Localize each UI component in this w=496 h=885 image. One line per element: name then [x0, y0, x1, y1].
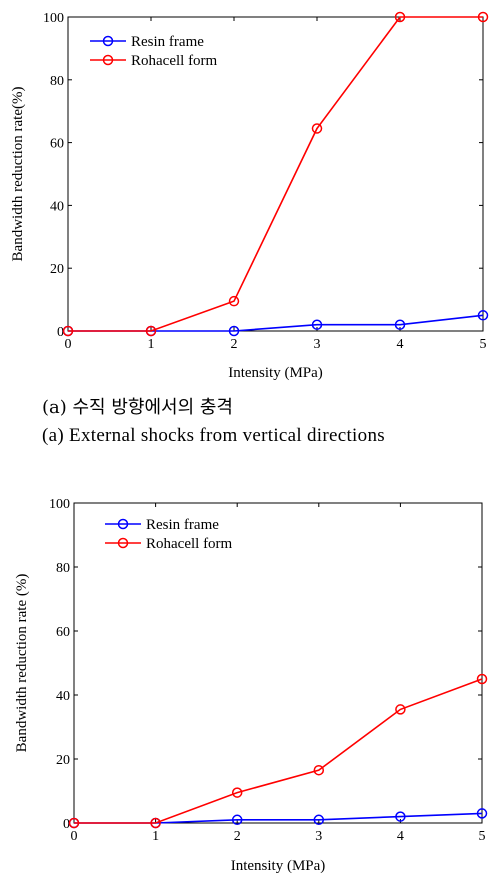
x-tick-label: 3: [315, 829, 322, 844]
y-tick-label: 80: [56, 561, 70, 576]
y-tick-label: 60: [56, 625, 70, 640]
legend-marker-resin-frame: [117, 518, 129, 530]
legend-label-rohacell-form: Rohacell form: [146, 536, 233, 552]
data-point-rohacell-form: [150, 817, 161, 829]
data-point-rohacell-form: [62, 325, 74, 337]
data-point-rohacell-form: [145, 325, 157, 337]
y-tick-label: 100: [43, 11, 64, 26]
series-line-resin-frame: [74, 812, 483, 824]
x-tick-label: 4: [397, 829, 404, 844]
data-point-resin-frame: [228, 325, 240, 337]
x-axis-label: Intensity (MPa): [228, 365, 323, 381]
y-axis-label: Bandwidth reduction rate (%): [14, 574, 30, 753]
y-axis-label: Bandwidth reduction rate(%): [10, 87, 26, 262]
chart-b: 0 1 2 3 4 5 0 20 40 60 80 100 Intensity (MPa) Bandwid…: [14, 497, 488, 874]
legend-label-resin-frame: Resin frame: [131, 34, 204, 50]
x-tick-label: 5: [480, 337, 487, 352]
plot-frame: [73, 502, 483, 824]
legend-label-rohacell-form: Rohacell form: [131, 53, 218, 69]
y-tick-label: 20: [56, 753, 70, 768]
x-tick-label: 0: [71, 829, 78, 844]
chart-a: 0 1 2 3 4 5 0 20 40 60 80 100 Intensity (MPa) Bandwid…: [10, 11, 489, 381]
x-tick-label: 5: [479, 829, 486, 844]
data-point-resin-frame: [313, 814, 325, 826]
data-point-rohacell-form: [231, 787, 243, 798]
x-tick-label: 0: [65, 337, 72, 352]
data-point-resin-frame: [395, 811, 406, 822]
x-axis-label: Intensity (MPa): [231, 858, 326, 874]
data-point-rohacell-form: [395, 704, 406, 715]
x-tick-label: 1: [152, 829, 159, 844]
legend-marker-rohacell-form: [102, 54, 114, 66]
series-line-resin-frame: [68, 314, 484, 332]
data-point-resin-frame: [311, 319, 323, 330]
data-point-rohacell-form: [311, 123, 323, 134]
x-tick-label: 4: [397, 337, 404, 352]
data-point-rohacell-form: [68, 817, 80, 829]
series-line-rohacell-form: [68, 16, 483, 332]
data-point-resin-frame: [231, 814, 243, 826]
data-point-rohacell-form: [228, 295, 240, 307]
legend-label-resin-frame: Resin frame: [146, 517, 219, 533]
data-point-resin-frame: [394, 319, 406, 330]
data-point-rohacell-form: [476, 673, 488, 685]
data-point-resin-frame: [476, 808, 488, 819]
data-point-rohacell-form: [477, 11, 489, 23]
legend-marker-resin-frame: [102, 35, 114, 47]
y-tick-label: 40: [50, 199, 64, 214]
y-tick-label: 80: [50, 74, 64, 89]
data-point-rohacell-form: [394, 11, 406, 23]
y-tick-label: 0: [57, 325, 64, 340]
caption-english: (a) External shocks from vertical direct…: [42, 425, 385, 446]
data-point-rohacell-form: [313, 764, 325, 776]
legend-marker-rohacell-form: [117, 537, 129, 549]
x-tick-label: 2: [234, 829, 241, 844]
y-tick-label: 40: [56, 689, 70, 704]
y-tick-label: 0: [63, 817, 70, 832]
plot-frame: [67, 16, 484, 332]
data-point-resin-frame: [477, 310, 489, 321]
x-tick-label: 3: [314, 337, 321, 352]
series-line-rohacell-form: [74, 678, 483, 824]
y-tick-label: 60: [50, 137, 64, 152]
y-tick-label: 20: [50, 262, 64, 277]
x-tick-label: 2: [231, 337, 238, 352]
y-tick-label: 100: [49, 497, 70, 512]
x-tick-label: 1: [148, 337, 155, 352]
caption-korean: (a) 수직 방향에서의 충격: [42, 397, 233, 418]
